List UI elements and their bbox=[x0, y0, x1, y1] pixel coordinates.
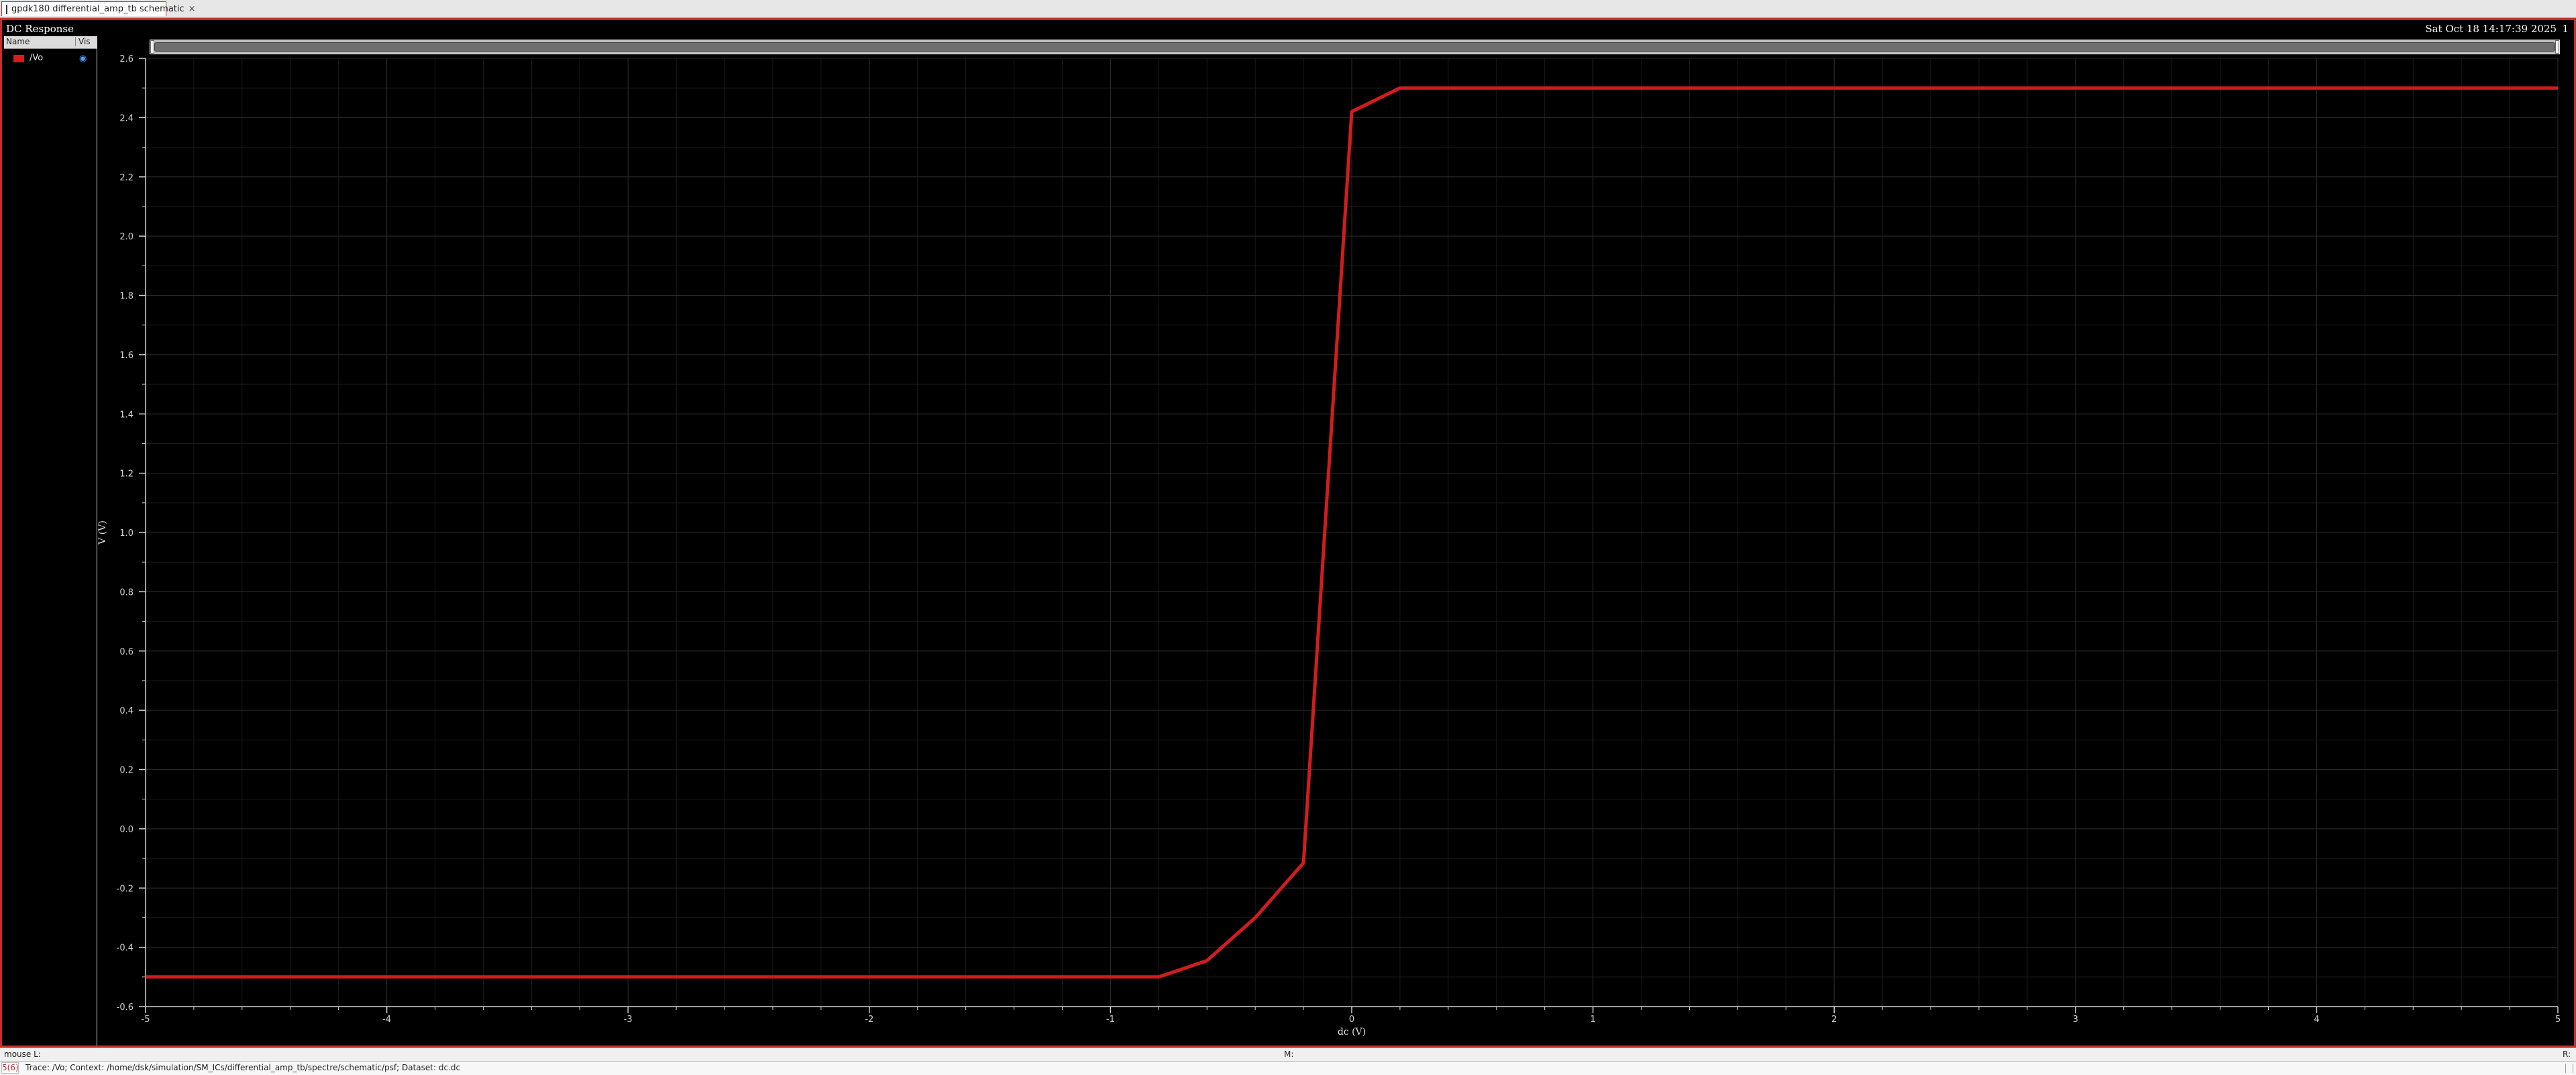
status-bar: mouse L: M: R: bbox=[0, 1048, 2576, 1062]
y-tick-label: 1.4 bbox=[119, 410, 133, 420]
horizontal-scrollbar[interactable] bbox=[150, 40, 2560, 54]
y-tick-label: 1.0 bbox=[119, 528, 133, 539]
y-tick-label: 2.6 bbox=[119, 54, 133, 64]
plot-index: 1 bbox=[2562, 23, 2569, 35]
status-mouse-right: R: bbox=[2562, 1050, 2571, 1059]
legend-item[interactable]: /Vo ◉ bbox=[4, 52, 97, 66]
y-tick-label: 2.2 bbox=[119, 173, 133, 183]
y-tick-label: 0.0 bbox=[119, 825, 133, 835]
tab-waveform[interactable]: gpdk180 differential_amp_tb schematic × bbox=[1, 1, 196, 16]
series-line-vo[interactable] bbox=[146, 86, 2558, 979]
status-mouse-left: mouse L: bbox=[4, 1050, 41, 1059]
scrollbar-thumb[interactable] bbox=[154, 42, 2555, 52]
tab-bar: gpdk180 differential_amp_tb schematic × bbox=[0, 0, 2576, 18]
eye-icon[interactable]: ◉ bbox=[79, 54, 87, 64]
x-tick-label: 1 bbox=[1590, 1015, 1595, 1025]
x-tick-label: 4 bbox=[2314, 1015, 2319, 1025]
y-tick-label: 0.4 bbox=[119, 706, 133, 716]
resize-grip-icon[interactable] bbox=[2565, 1064, 2573, 1073]
x-tick-label: -3 bbox=[624, 1015, 633, 1025]
dc-response-plot[interactable]: -5 -4 -3 -2 -1 0 1 2 3 4 5 -0.6 -0.4 -0.2 0.0 0.2 0.4 0.6… bbox=[0, 0, 2576, 1048]
x-tick-label: 5 bbox=[2555, 1015, 2561, 1025]
x-axis-title: dc (V) bbox=[1338, 1027, 1366, 1037]
legend-header: Name Vis bbox=[4, 36, 97, 49]
x-tick-label: 2 bbox=[1831, 1015, 1837, 1025]
y-tick-label: -0.2 bbox=[117, 884, 133, 894]
y-tick-label: 1.8 bbox=[119, 292, 133, 302]
legend-header-name[interactable]: Name bbox=[6, 37, 30, 46]
series bbox=[146, 86, 2558, 979]
legend-header-vis[interactable]: Vis bbox=[75, 37, 91, 46]
trace-info-bar: 5(6) Trace: /Vo; Context: /home/dsk/simu… bbox=[0, 1061, 2576, 1075]
grid bbox=[145, 58, 2559, 1007]
y-tick-label: 0.8 bbox=[119, 587, 133, 598]
legend-item-label: /Vo bbox=[30, 53, 44, 63]
tick-labels: -5 -4 -3 -2 -1 0 1 2 3 4 5 -0.6 -0.4 -0.2 0.0 0.2 0.4 0.6… bbox=[117, 54, 2561, 1025]
y-tick-label: 2.4 bbox=[119, 113, 133, 123]
plot-title: DC Response bbox=[6, 23, 74, 35]
status-mouse-middle: M: bbox=[1284, 1050, 1294, 1059]
scroll-left-handle[interactable] bbox=[150, 40, 154, 54]
x-tick-label: 3 bbox=[2073, 1015, 2078, 1025]
x-tick-label: -4 bbox=[382, 1015, 391, 1025]
y-tick-label: -0.4 bbox=[117, 944, 133, 954]
x-tick-label: -5 bbox=[142, 1015, 150, 1025]
close-icon[interactable]: × bbox=[188, 4, 196, 14]
plot-date: Sat Oct 18 14:17:39 2025 bbox=[2425, 23, 2557, 35]
x-tick-label: -1 bbox=[1106, 1015, 1115, 1025]
legend-color-swatch bbox=[13, 55, 24, 62]
trace-count: 5(6) bbox=[1, 1062, 19, 1074]
x-tick-label: -2 bbox=[865, 1015, 873, 1025]
y-tick-label: 0.6 bbox=[119, 647, 133, 657]
tab-label: gpdk180 differential_amp_tb schematic bbox=[11, 4, 184, 14]
scroll-right-handle[interactable] bbox=[2555, 40, 2559, 54]
waveform-icon bbox=[6, 4, 7, 14]
y-tick-label: 1.2 bbox=[119, 469, 133, 479]
y-axis-title: V (V) bbox=[97, 520, 108, 545]
trace-legend-panel: Name Vis /Vo ◉ bbox=[4, 36, 97, 1045]
x-tick-label: 0 bbox=[1349, 1015, 1354, 1025]
trace-context-text: Trace: /Vo; Context: /home/dsk/simulatio… bbox=[25, 1063, 461, 1072]
y-tick-label: 1.6 bbox=[119, 351, 133, 361]
y-tick-label: 2.0 bbox=[119, 232, 133, 242]
y-tick-label: -0.6 bbox=[117, 1003, 133, 1013]
axes bbox=[139, 58, 2559, 1013]
y-tick-label: 0.2 bbox=[119, 766, 133, 776]
